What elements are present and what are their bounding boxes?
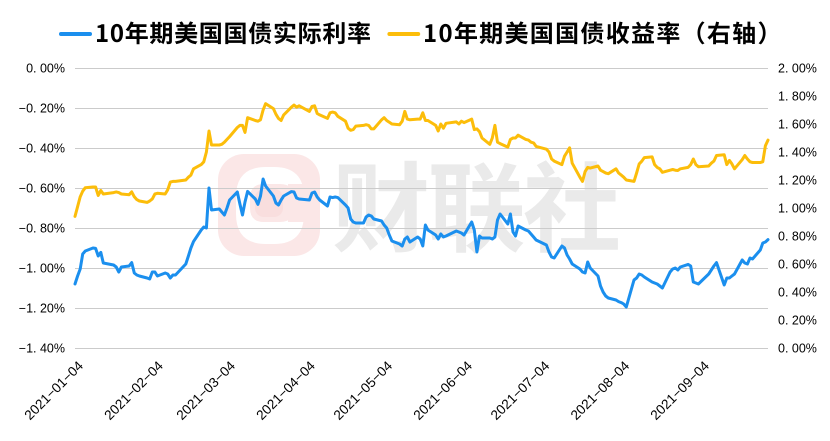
svg-text:−0. 60%: −0. 60%: [19, 182, 65, 196]
svg-text:−1. 00%: −1. 00%: [19, 262, 65, 276]
svg-text:−0. 80%: −0. 80%: [19, 222, 65, 236]
svg-text:1. 20%: 1. 20%: [778, 174, 817, 188]
svg-text:0. 20%: 0. 20%: [778, 314, 817, 328]
svg-text:2. 00%: 2. 00%: [778, 62, 817, 76]
svg-text:−0. 40%: −0. 40%: [19, 142, 65, 156]
svg-text:0. 00%: 0. 00%: [26, 62, 65, 76]
svg-text:0. 00%: 0. 00%: [778, 342, 817, 356]
svg-text:1. 00%: 1. 00%: [778, 202, 817, 216]
svg-text:−1. 20%: −1. 20%: [19, 302, 65, 316]
svg-text:1. 80%: 1. 80%: [778, 90, 817, 104]
svg-text:−0. 20%: −0. 20%: [19, 102, 65, 116]
svg-text:0. 40%: 0. 40%: [778, 286, 817, 300]
svg-text:−1. 40%: −1. 40%: [19, 342, 65, 356]
svg-text:0. 60%: 0. 60%: [778, 258, 817, 272]
svg-text:1. 60%: 1. 60%: [778, 118, 817, 132]
svg-text:0. 80%: 0. 80%: [778, 230, 817, 244]
svg-text:1. 40%: 1. 40%: [778, 146, 817, 160]
